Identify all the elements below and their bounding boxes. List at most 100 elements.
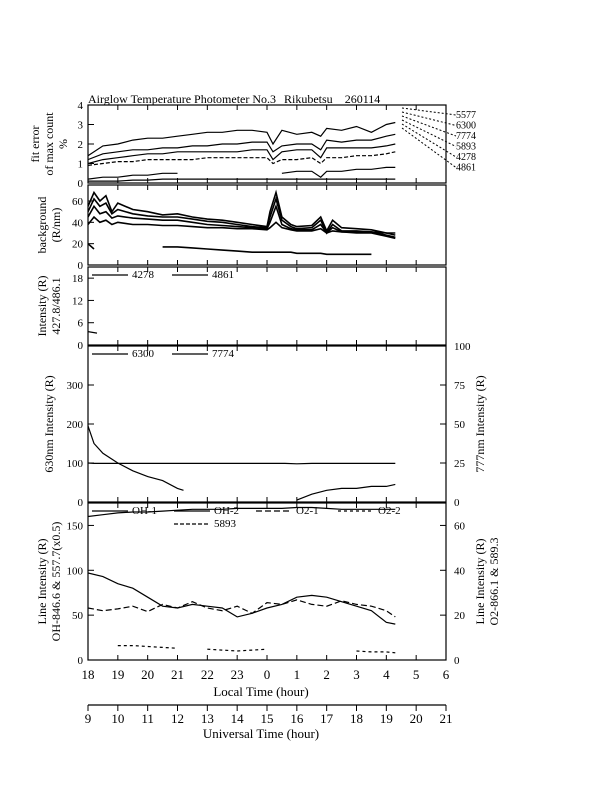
y-right-tick-label: 0	[454, 655, 460, 667]
legend-label: OH-1	[132, 505, 157, 517]
y-right-tick-label: 25	[454, 458, 466, 470]
y-axis-label: OH-846.6 & 557.7(x0.5)	[49, 522, 63, 642]
series-line-6300	[88, 133, 396, 161]
series-leader	[401, 123, 457, 158]
panel-intensity-ratio: 0 6 12 18 Intensity (R) 427.8/486.1 4278 4861	[35, 266, 447, 352]
series-line-O2-1	[88, 599, 396, 618]
legend-label: 7774	[212, 348, 235, 360]
universal-time-tick: 13	[201, 711, 214, 726]
legend-label: 6300	[132, 348, 155, 360]
series-line-bg-3	[88, 203, 396, 240]
local-time-tick: 23	[231, 667, 244, 682]
y-right-tick-label: 75	[454, 380, 466, 392]
y-right-axis-label: 777nm Intensity (R)	[473, 375, 487, 472]
y-tick-label: 40	[72, 217, 84, 229]
universal-time-tick: 12	[171, 711, 184, 726]
universal-time-tick: 16	[290, 711, 304, 726]
series-line-5577	[88, 572, 396, 625]
panel-fit-error: 0 1 2 3 4 fit error of max count % 5577630077745…	[28, 100, 476, 190]
y-tick-label: 100	[67, 458, 84, 470]
series-label: 4861	[456, 163, 476, 174]
universal-time-tick: 14	[231, 711, 245, 726]
y-tick-label: 12	[72, 295, 83, 307]
series-line-OH-1	[88, 506, 396, 518]
universal-time-tick: 20	[410, 711, 423, 726]
y-tick-label: 3	[78, 120, 84, 132]
series-line-bg-4	[88, 215, 396, 234]
legend-label: O2-2	[378, 505, 401, 517]
series-label: 5577	[456, 110, 476, 121]
universal-time-tick: 11	[141, 711, 154, 726]
series-label: 6300	[456, 121, 476, 132]
legend-label: O2-1	[296, 505, 319, 517]
y-right-tick-label: 0	[454, 497, 460, 509]
y-tick-label: 200	[67, 419, 84, 431]
y-axis-label: Line Intensity (R)	[35, 539, 49, 625]
y-right-tick-label: 20	[454, 610, 466, 622]
legend-label: 4278	[132, 269, 155, 281]
series-line-bg-2	[88, 196, 396, 239]
series-leader	[401, 107, 457, 116]
universal-time-tick: 15	[261, 711, 274, 726]
local-time-tick: 20	[141, 667, 154, 682]
y-tick-label: 150	[67, 520, 84, 532]
y-tick-label: 6	[78, 318, 84, 330]
y-tick-label: 0	[78, 497, 84, 509]
y-axis-label: of max count	[42, 112, 56, 176]
local-time-tick: 1	[294, 667, 301, 682]
panel-frame	[87, 104, 447, 184]
y-right-tick-label: 60	[454, 520, 466, 532]
series-line-5577	[88, 121, 396, 157]
local-time-tick: 2	[323, 667, 330, 682]
local-time-tick: 22	[201, 667, 214, 682]
local-time-label: Local Time (hour)	[213, 684, 308, 699]
y-tick-label: 0	[78, 178, 84, 190]
panel-line-intensity: 0 50 100 150 0 20 40 60 Line Intensity (R) OH-846…	[35, 502, 501, 667]
y-right-tick-label: 40	[454, 565, 466, 577]
y-tick-label: 60	[72, 196, 84, 208]
series-line-4278	[88, 331, 98, 334]
series-line-4861	[88, 178, 396, 182]
universal-time-tick: 9	[85, 711, 92, 726]
local-time-tick: 3	[353, 667, 360, 682]
series-line-5893	[88, 151, 396, 166]
y-tick-label: 0	[78, 655, 84, 667]
y-tick-label: 0	[78, 340, 84, 352]
series-line-7774	[88, 462, 396, 465]
y-axis-label: (R/nm)	[49, 208, 63, 243]
y-axis-label: fit error	[28, 126, 42, 163]
local-time-tick: 4	[383, 667, 390, 682]
chart-title: Airglow Temperature Photometer No.3 Rikub…	[88, 92, 380, 106]
universal-time-tick: 19	[380, 711, 393, 726]
panel-630-777: 0 100 200 300 0 25 50 75 100 630nm Intensity (R) 7…	[42, 341, 487, 509]
local-time-tick: 5	[413, 667, 420, 682]
y-tick-label: 100	[67, 565, 84, 577]
series-line-7774	[88, 143, 396, 165]
local-time-tick: 18	[82, 667, 95, 682]
y-axis-label: %	[56, 139, 70, 149]
universal-time-label: Universal Time (hour)	[203, 726, 319, 741]
y-tick-label: 18	[72, 273, 84, 285]
series-line-4278	[88, 166, 396, 180]
y-tick-label: 20	[72, 239, 84, 251]
universal-time-tick: 17	[320, 711, 334, 726]
y-axis-label: 427.8/486.1	[49, 277, 63, 334]
y-axis-label: Intensity (R)	[35, 276, 49, 337]
legend-label: 4861	[212, 269, 234, 281]
y-tick-label: 4	[78, 100, 84, 112]
local-time-tick: 21	[171, 667, 184, 682]
y-tick-label: 50	[72, 610, 84, 622]
y-right-tick-label: 100	[454, 341, 471, 353]
universal-time-tick: 21	[440, 711, 453, 726]
y-axis-label: 630nm Intensity (R)	[42, 375, 56, 472]
series-label: 5893	[456, 142, 476, 153]
series-label: 7774	[456, 131, 476, 142]
y-tick-label: 0	[78, 260, 84, 272]
y-axis-label: background	[35, 197, 49, 254]
series-line-6300	[88, 425, 396, 501]
series-label: 4278	[456, 152, 476, 163]
series-leader	[401, 115, 457, 137]
series-line-O2-2	[117, 645, 396, 654]
y-right-axis-label: O2-866.1 & 589.3	[487, 538, 501, 626]
